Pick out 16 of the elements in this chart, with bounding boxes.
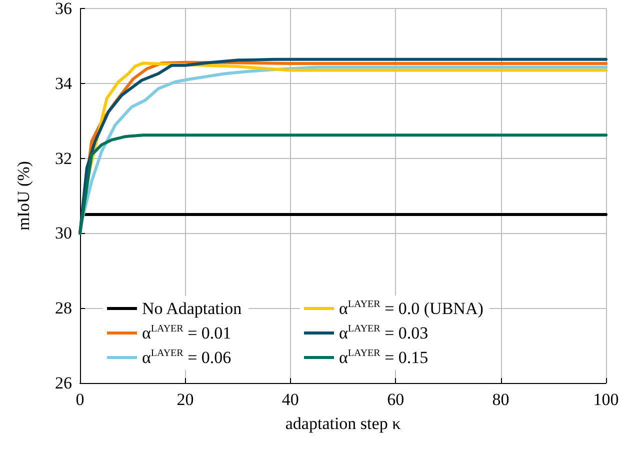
legend-label: No Adaptation — [142, 299, 242, 318]
x-tick-label: 20 — [176, 390, 194, 409]
y-tick-label: 30 — [55, 224, 72, 243]
y-tick-label: 32 — [55, 148, 72, 168]
x-axis-title: adaptation step κ — [285, 414, 402, 433]
x-tick-label: 60 — [387, 390, 404, 409]
y-tick-label: 34 — [55, 74, 72, 93]
y-tick-label: 36 — [55, 0, 72, 18]
line-series — [78, 134, 608, 235]
x-tick-label: 40 — [282, 390, 299, 409]
x-tick-label: 0 — [76, 390, 84, 409]
y-axis-title: mIoU (%) — [14, 161, 33, 230]
y-tick-label: 28 — [55, 298, 72, 318]
y-tick-label: 26 — [55, 374, 72, 392]
x-tick-label: 80 — [492, 390, 510, 409]
x-tick-label: 100 — [593, 390, 619, 409]
